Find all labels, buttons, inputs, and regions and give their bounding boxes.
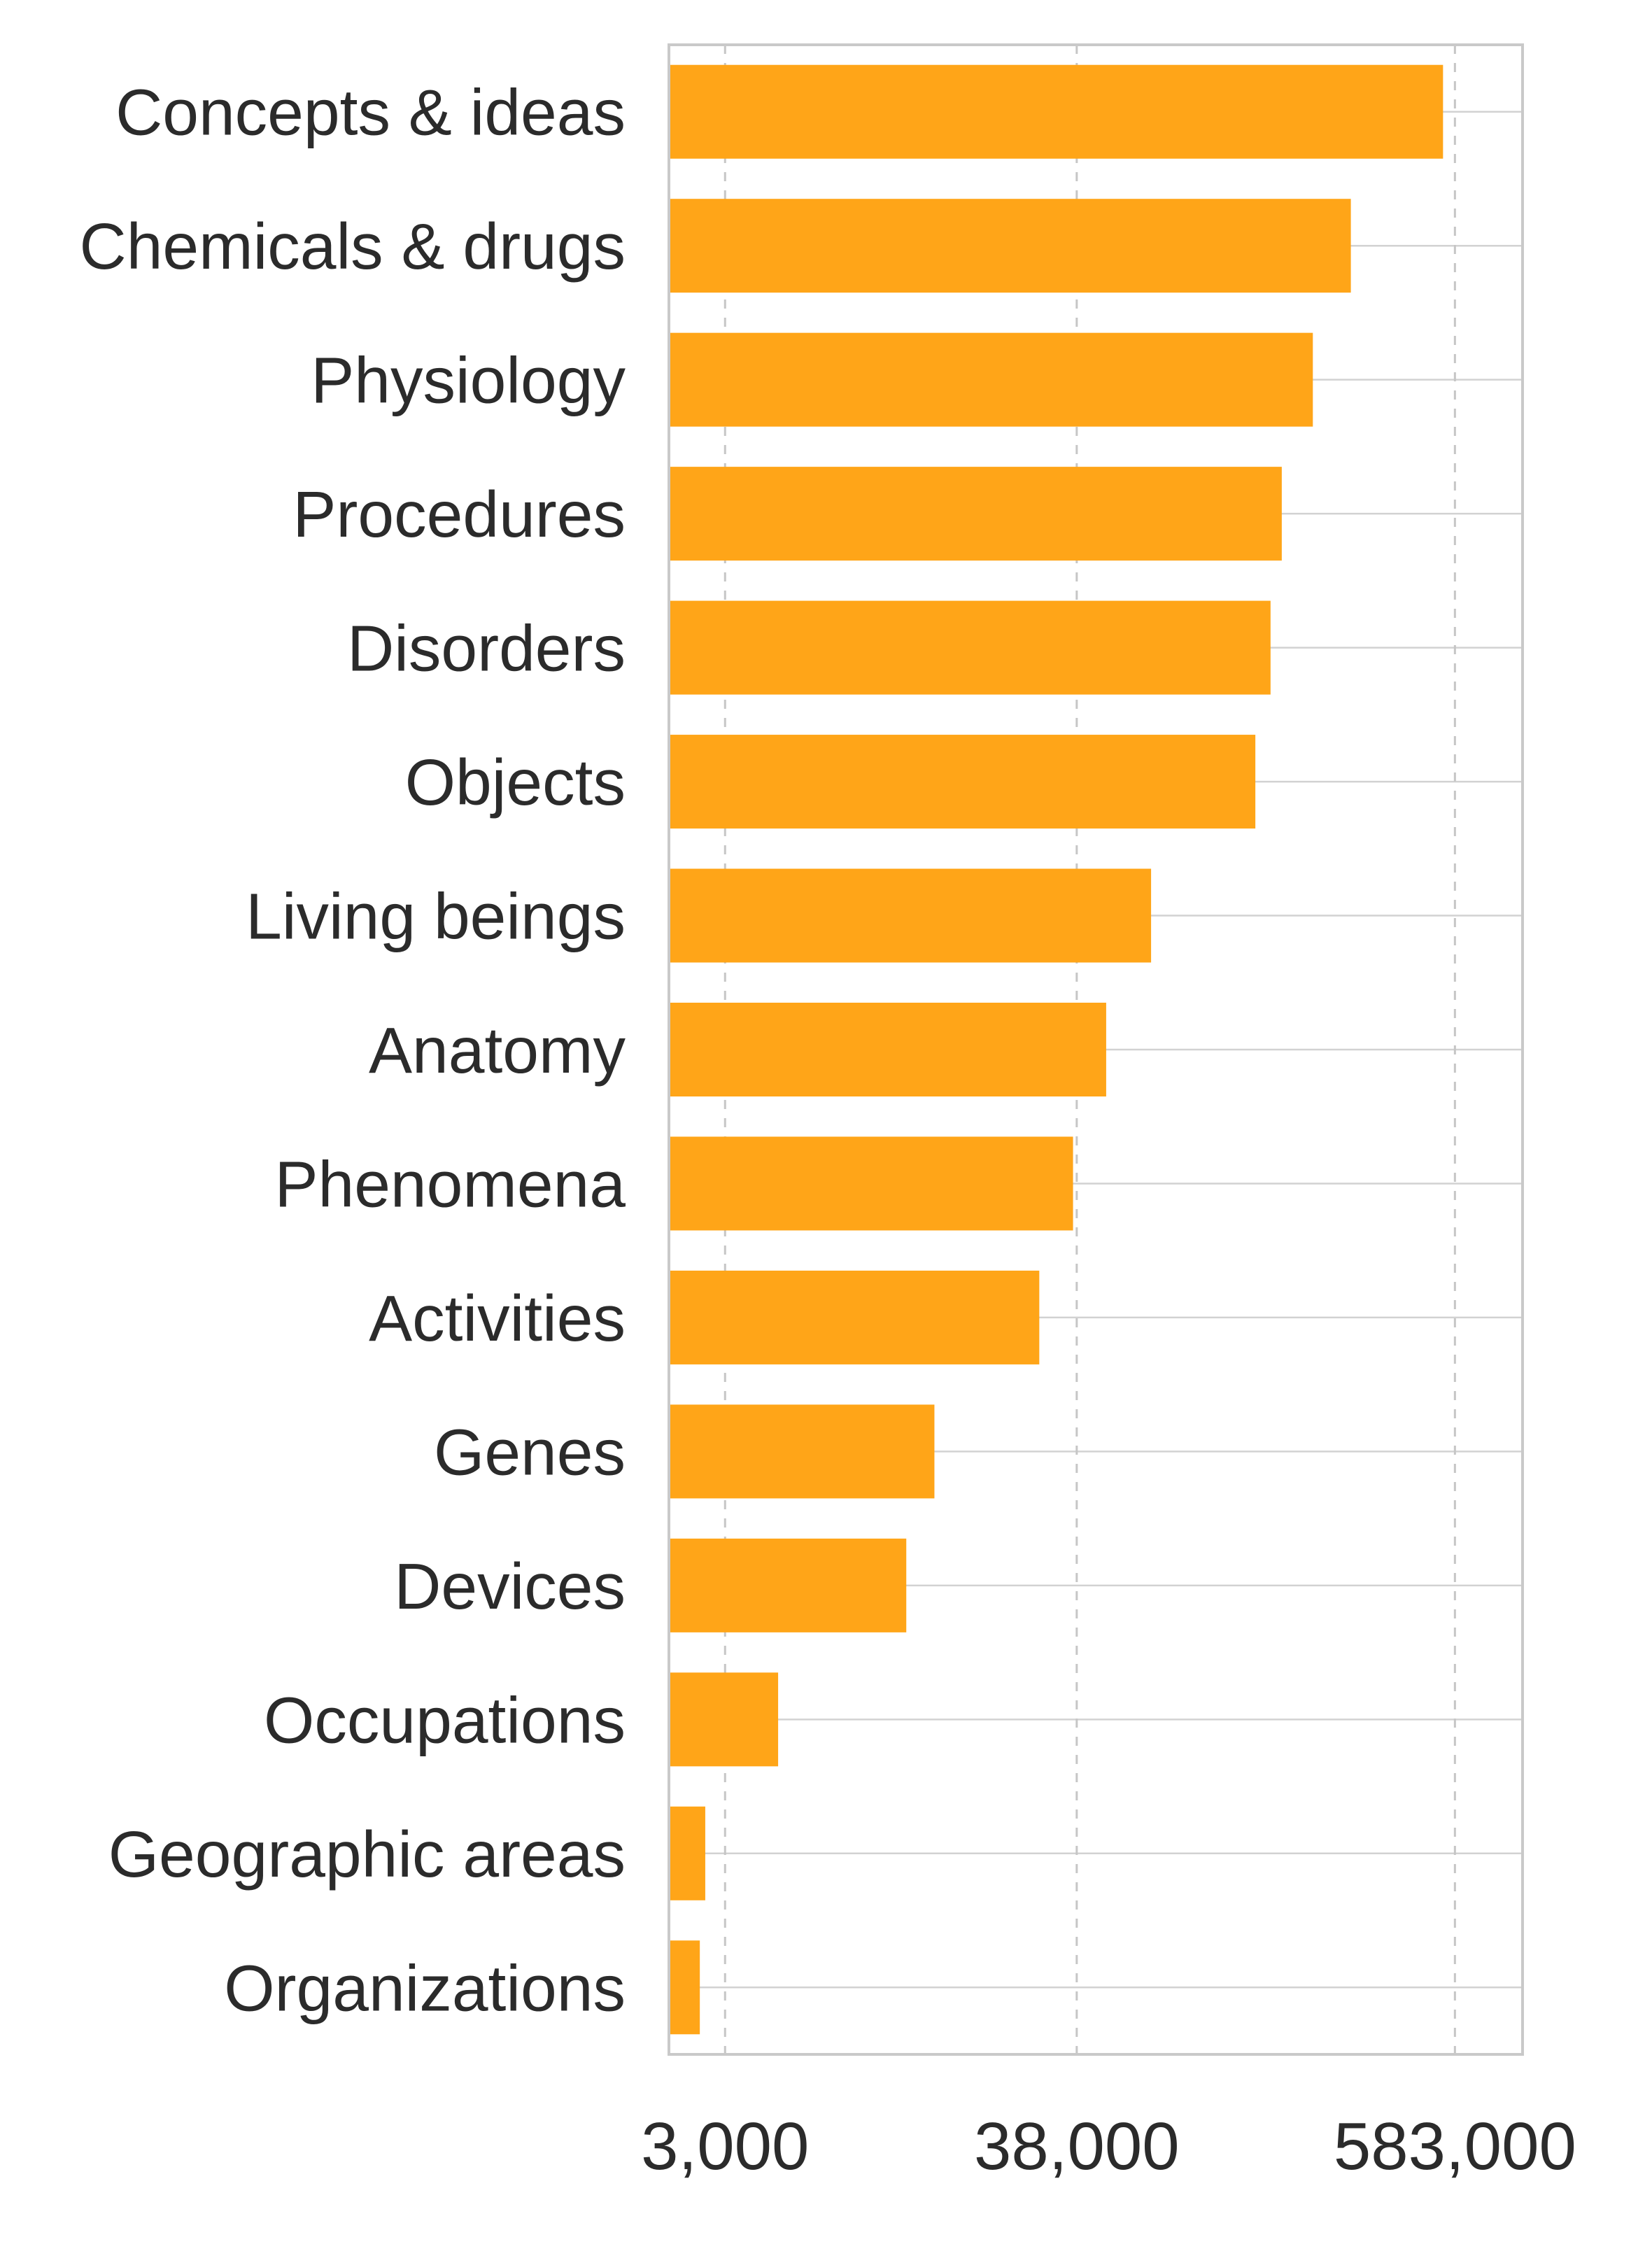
category-label: Procedures xyxy=(292,478,626,551)
bar xyxy=(669,64,1443,159)
bar xyxy=(669,1806,705,1900)
category-label: Geographic areas xyxy=(108,1818,626,1891)
bar xyxy=(669,1404,935,1499)
x-tick-label: 583,000 xyxy=(1334,2109,1576,2184)
bar xyxy=(669,1270,1040,1364)
bar xyxy=(669,467,1282,561)
bar xyxy=(669,1002,1106,1097)
bar xyxy=(669,600,1271,695)
category-label: Phenomena xyxy=(274,1148,626,1220)
category-label: Organizations xyxy=(224,1952,626,2024)
category-label: Activities xyxy=(369,1282,626,1355)
bar xyxy=(669,1136,1073,1231)
bar xyxy=(669,1538,907,1632)
category-label: Devices xyxy=(394,1550,626,1623)
x-tick-label: 38,000 xyxy=(974,2109,1180,2184)
category-label: Concepts & ideas xyxy=(115,76,626,149)
category-label: Occupations xyxy=(264,1684,626,1756)
plot-area-border xyxy=(668,43,1524,2056)
bar xyxy=(669,332,1313,427)
bar xyxy=(669,868,1152,963)
category-label: Anatomy xyxy=(369,1014,626,1087)
bar xyxy=(669,199,1351,293)
category-label: Objects xyxy=(405,746,626,819)
category-label: Living beings xyxy=(246,880,626,953)
category-label: Physiology xyxy=(311,344,626,417)
category-label: Disorders xyxy=(347,612,626,685)
bar xyxy=(669,735,1256,829)
category-label: Chemicals & drugs xyxy=(80,210,626,283)
bar xyxy=(669,1940,700,2035)
bar xyxy=(669,1672,779,1767)
x-tick-label: 3,000 xyxy=(641,2109,809,2184)
category-label: Genes xyxy=(434,1416,626,1488)
